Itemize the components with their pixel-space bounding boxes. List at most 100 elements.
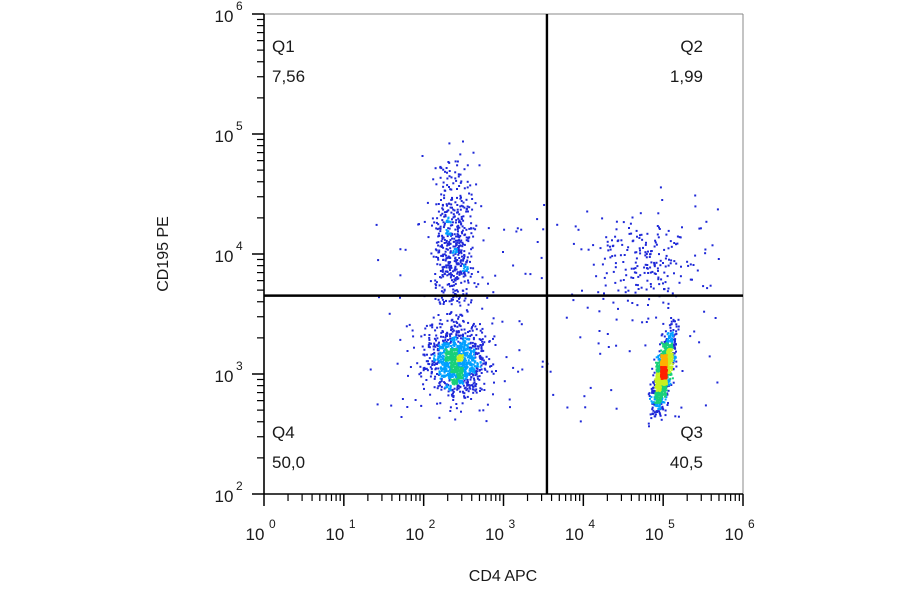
event-dot	[390, 404, 393, 407]
event-dot	[452, 275, 455, 277]
event-dot	[453, 341, 456, 344]
event-dot	[451, 196, 453, 199]
event-dot	[481, 327, 484, 330]
event-dot	[419, 371, 422, 374]
event-dot	[486, 296, 489, 299]
event-dot	[659, 358, 662, 361]
event-dot	[644, 243, 647, 246]
event-dot	[432, 255, 435, 258]
event-dot	[406, 350, 409, 352]
event-dot	[671, 340, 673, 343]
event-dot	[448, 372, 451, 374]
event-dot	[464, 332, 467, 335]
event-dot	[632, 277, 635, 279]
event-dot	[479, 361, 482, 364]
event-dot	[436, 387, 439, 390]
event-dot	[462, 293, 465, 296]
event-dot	[453, 378, 456, 381]
event-dot	[674, 320, 676, 323]
event-dot	[441, 204, 444, 207]
event-dot	[464, 365, 467, 368]
event-dot	[666, 333, 669, 336]
event-dot	[621, 243, 624, 246]
event-dot	[472, 351, 475, 354]
event-dot	[667, 340, 670, 343]
event-dot	[451, 273, 453, 276]
event-dot	[665, 387, 668, 390]
event-dot	[662, 386, 664, 389]
event-dot	[644, 254, 647, 257]
event-dot	[679, 275, 682, 278]
event-dot	[475, 383, 478, 385]
event-dot	[450, 264, 453, 267]
event-dot	[448, 366, 451, 369]
plot-frame	[263, 13, 744, 495]
event-dot	[657, 408, 660, 410]
event-dot	[662, 345, 665, 348]
event-dot	[656, 364, 659, 367]
event-dot	[660, 371, 663, 374]
event-dot	[418, 373, 421, 376]
event-dot	[466, 351, 469, 354]
event-dot	[473, 371, 476, 374]
event-dot	[456, 276, 459, 279]
event-dot	[464, 269, 467, 272]
event-dot	[436, 402, 439, 405]
event-dot	[440, 254, 443, 257]
event-dot	[660, 418, 663, 421]
event-dot	[467, 373, 470, 376]
event-dot	[669, 332, 672, 335]
event-dot	[462, 289, 465, 292]
event-dot	[655, 361, 657, 364]
event-dot	[668, 354, 671, 357]
event-dot	[669, 329, 672, 332]
event-dot	[457, 363, 460, 366]
event-dot	[452, 392, 454, 395]
event-dot	[651, 390, 654, 393]
event-dot	[444, 357, 447, 360]
event-dot	[467, 331, 469, 333]
event-dot	[446, 242, 449, 245]
event-dot	[473, 361, 476, 364]
event-dot	[663, 392, 666, 395]
event-dot	[669, 262, 672, 265]
y-tick-exponent: 5	[236, 119, 243, 133]
event-dot	[659, 413, 662, 416]
event-dot	[670, 259, 673, 262]
event-dot	[454, 361, 457, 364]
event-dot	[625, 274, 628, 277]
event-dot	[572, 299, 575, 302]
event-dot	[663, 386, 666, 389]
event-dot	[439, 176, 442, 179]
event-dot	[463, 328, 466, 331]
event-dot	[478, 369, 481, 371]
event-dot	[609, 245, 611, 248]
event-dot	[452, 399, 455, 401]
event-dot	[706, 287, 709, 290]
event-dot	[441, 286, 444, 289]
event-dot	[658, 411, 661, 414]
event-dot	[457, 379, 460, 382]
event-dot	[660, 362, 663, 365]
event-dot	[456, 196, 458, 199]
event-dot	[465, 228, 468, 231]
quadrant-percent-q3: 40,5	[670, 453, 703, 472]
event-dot	[469, 342, 472, 345]
event-dot	[473, 379, 476, 382]
event-dot	[599, 247, 602, 250]
event-dot	[472, 350, 475, 353]
event-dot	[480, 372, 483, 374]
event-dot	[437, 244, 440, 247]
event-dot	[455, 334, 458, 337]
event-dot	[483, 389, 486, 391]
event-dot	[454, 251, 457, 254]
event-dot	[445, 247, 448, 250]
event-dot	[446, 385, 449, 388]
event-dot	[708, 355, 711, 358]
event-dot	[662, 343, 665, 346]
event-dot	[447, 343, 450, 346]
event-dot	[434, 283, 437, 286]
event-dot	[656, 387, 659, 390]
event-dot	[438, 234, 441, 237]
y-tick-exponent: 4	[236, 239, 243, 253]
